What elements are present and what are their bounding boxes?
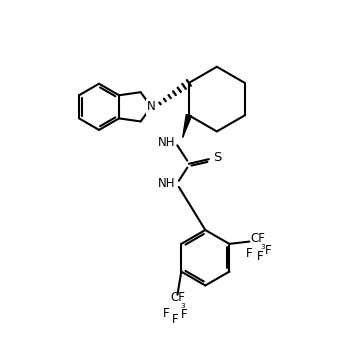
Text: F: F [172, 313, 179, 326]
Text: NH: NH [157, 177, 175, 190]
Text: F: F [257, 250, 263, 264]
Text: CF: CF [171, 291, 185, 304]
Text: CF: CF [251, 232, 266, 245]
Text: F: F [264, 244, 271, 257]
Text: F: F [162, 307, 169, 320]
Text: N: N [147, 100, 156, 113]
Text: S: S [213, 151, 222, 164]
Polygon shape [183, 115, 192, 138]
Text: F: F [246, 248, 253, 260]
Text: F: F [181, 308, 188, 321]
Text: $_3$: $_3$ [180, 301, 186, 311]
Text: NH: NH [157, 136, 175, 149]
Text: $_3$: $_3$ [260, 242, 266, 252]
